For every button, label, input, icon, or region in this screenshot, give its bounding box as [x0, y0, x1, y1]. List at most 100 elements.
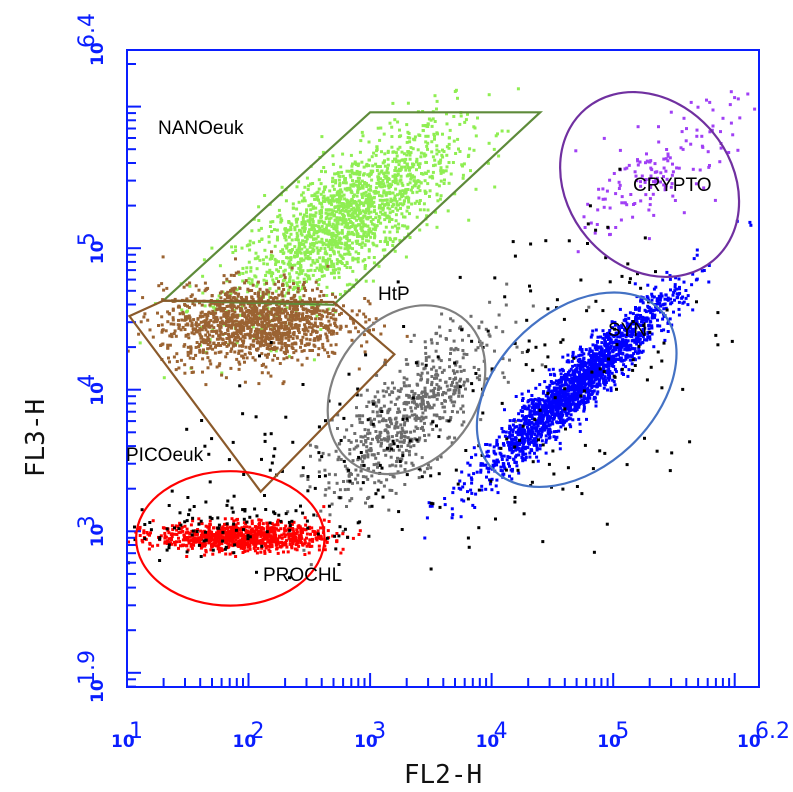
data-point [273, 323, 277, 327]
data-point [203, 281, 207, 285]
data-point [315, 266, 319, 270]
data-point [233, 310, 237, 314]
data-point [384, 238, 388, 242]
data-point [317, 178, 321, 182]
data-point [337, 189, 341, 193]
data-point [398, 128, 401, 132]
data-point [356, 330, 360, 334]
data-point [516, 418, 520, 422]
data-point [444, 337, 448, 340]
data-point [235, 306, 239, 310]
data-point [561, 355, 565, 359]
data-point [225, 305, 229, 308]
data-point [295, 254, 299, 258]
data-point [421, 124, 425, 128]
data-point [345, 283, 349, 287]
data-point [262, 331, 266, 335]
data-point [265, 281, 269, 285]
data-point [262, 262, 266, 266]
data-point [343, 178, 347, 182]
data-point [543, 410, 547, 414]
data-point [363, 210, 367, 214]
data-point [283, 303, 287, 307]
data-point [334, 245, 338, 249]
data-point [362, 165, 366, 169]
data-point [196, 317, 200, 321]
data-point [168, 360, 171, 364]
data-point [409, 188, 413, 192]
data-point [433, 376, 436, 380]
data-point [377, 218, 381, 222]
data-point [364, 315, 368, 319]
data-point [418, 165, 421, 169]
data-point [445, 122, 449, 126]
data-point [636, 336, 640, 340]
data-point [288, 305, 292, 309]
data-point [335, 226, 339, 229]
data-point [395, 200, 399, 204]
data-point [193, 297, 197, 301]
data-point [339, 188, 343, 192]
data-point [557, 416, 561, 420]
data-point [575, 405, 579, 409]
data-point [443, 503, 447, 507]
data-point [413, 184, 417, 188]
data-point [357, 217, 361, 221]
data-point [454, 363, 458, 367]
data-point [366, 224, 370, 228]
data-point [295, 231, 299, 235]
data-point [657, 294, 661, 298]
data-point [587, 360, 591, 364]
data-point [283, 278, 287, 282]
data-point [384, 236, 388, 240]
data-point [383, 198, 387, 202]
data-point [212, 305, 215, 309]
data-point [327, 220, 331, 224]
data-point [256, 255, 260, 259]
data-point [330, 259, 333, 263]
data-point [401, 451, 405, 455]
data-point [527, 404, 531, 408]
data-point [410, 409, 414, 413]
data-point [312, 231, 316, 235]
data-point [161, 298, 165, 302]
data-point [288, 242, 292, 246]
data-point [624, 365, 628, 369]
data-point [596, 335, 600, 339]
data-point [179, 328, 183, 332]
data-point [398, 369, 402, 373]
data-point [249, 343, 253, 347]
data-point [435, 383, 439, 387]
data-point [311, 220, 315, 223]
data-point [288, 275, 292, 279]
data-point [350, 168, 354, 172]
data-point [430, 367, 434, 371]
data-point [323, 251, 327, 255]
data-point [231, 332, 235, 336]
data-point [423, 389, 427, 393]
data-point [201, 314, 205, 318]
data-point [452, 486, 456, 490]
data-point [652, 287, 656, 291]
data-point [257, 328, 261, 332]
data-point [399, 423, 403, 427]
data-point [277, 286, 281, 290]
data-point [601, 363, 605, 367]
data-point [306, 188, 310, 191]
data-point [404, 461, 408, 465]
data-point [504, 303, 508, 307]
data-point [593, 375, 596, 379]
data-point [535, 429, 538, 433]
data-point [608, 357, 612, 360]
data-point [368, 302, 372, 306]
data-point [400, 457, 404, 461]
data-point [404, 168, 408, 172]
data-point [273, 244, 277, 248]
data-point [334, 309, 338, 313]
data-point [350, 216, 354, 219]
data-point [370, 196, 374, 200]
data-point [462, 368, 466, 372]
data-point [429, 422, 433, 426]
data-point [512, 457, 516, 461]
data-point [251, 356, 255, 360]
